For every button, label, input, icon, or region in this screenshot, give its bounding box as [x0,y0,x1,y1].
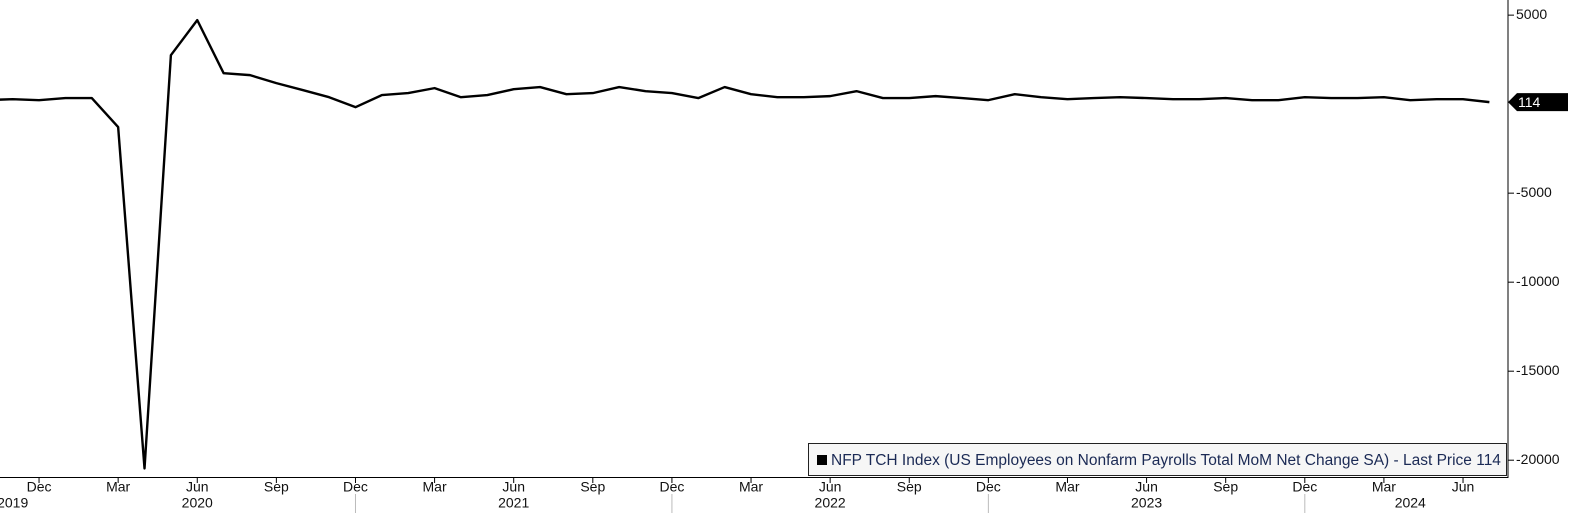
x-tick-label: Jun [186,479,209,495]
x-tick-label: Jun [1135,479,1158,495]
x-tick-label: Dec [976,479,1001,495]
x-tick-label: Dec [1292,479,1317,495]
x-tick-label: Sep [1213,479,1238,495]
x-tick-label: Mar [1372,479,1396,495]
legend-label: NFP TCH Index (US Employees on Nonfarm P… [831,452,1501,469]
legend: NFP TCH Index (US Employees on Nonfarm P… [808,443,1507,476]
y-tick-label: -10000 [1516,273,1560,289]
x-tick-label: Dec [27,479,52,495]
x-tick-label: Mar [423,479,447,495]
x-tick-label: Sep [897,479,922,495]
year-label: 2019 [0,495,28,511]
year-label: 2022 [815,495,846,511]
x-tick-label: Sep [580,479,605,495]
x-tick-label: Jun [502,479,525,495]
last-price-label: 114 [1518,94,1541,110]
y-tick-label: -20000 [1516,451,1560,467]
plot-area [0,18,1490,470]
y-tick-label: -5000 [1516,184,1552,200]
legend-swatch [817,455,827,465]
year-label: 2024 [1395,495,1426,511]
x-tick-label: Mar [1055,479,1079,495]
x-tick-label: Sep [264,479,289,495]
year-label: 2020 [182,495,213,511]
last-price-box [1508,93,1568,112]
y-tick-label: 5000 [1516,6,1547,22]
year-label: 2021 [498,495,529,511]
legend-box [808,443,1507,476]
x-tick-label: Mar [739,479,763,495]
year-label: 2023 [1131,495,1162,511]
x-tick-label: Dec [659,479,684,495]
y-tick-label: -15000 [1516,362,1560,378]
x-tick-label: Dec [343,479,368,495]
x-tick-label: Mar [106,479,130,495]
series-line [0,18,1490,470]
x-tick-label: Jun [1452,479,1475,495]
x-tick-label: Jun [819,479,842,495]
